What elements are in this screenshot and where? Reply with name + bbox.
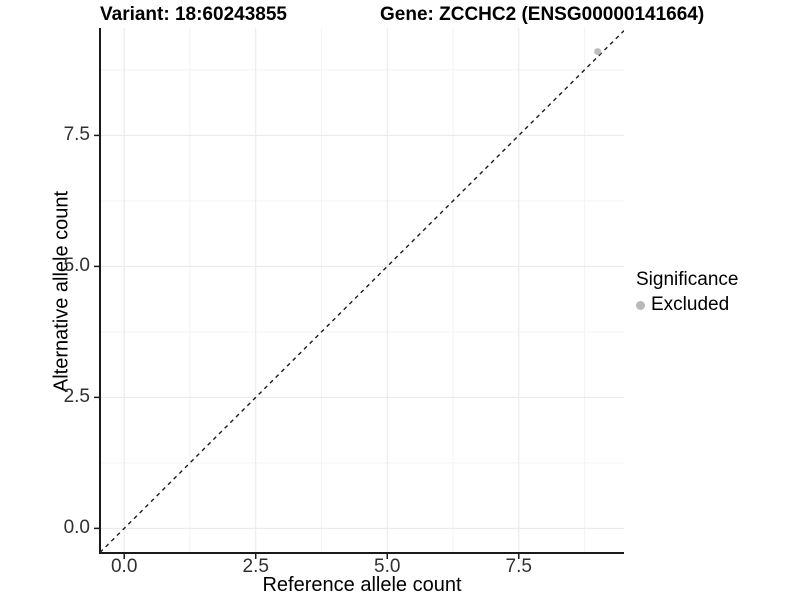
legend: Significance Excluded	[636, 269, 738, 316]
excluded-point-icon	[636, 300, 645, 310]
x-axis-title: Reference allele count	[262, 574, 462, 596]
x-tick-label: 0.0	[110, 556, 138, 577]
legend-title: Significance	[636, 269, 739, 290]
identity-dashed-line	[99, 30, 624, 553]
x-tick-label: 2.5	[242, 556, 269, 577]
x-tick-label: 7.5	[505, 556, 532, 577]
plot-panel	[94, 28, 624, 559]
y-axis-title: Alternative allele count	[50, 190, 73, 393]
legend-item-excluded: Excluded	[636, 294, 738, 316]
y-tick-label: 7.5	[63, 124, 90, 146]
y-tick-label: 0.0	[63, 517, 90, 539]
data-point-excluded	[594, 48, 602, 56]
legend-item-label: Excluded	[651, 294, 730, 315]
y-tick-label: 2.5	[63, 386, 90, 408]
x-tick-label: 5.0	[374, 556, 401, 577]
variant-title: Variant: 18:60243855	[100, 4, 287, 25]
gene-title: Gene: ZCCHC2 (ENSG00000141664)	[380, 4, 705, 25]
y-tick-label: 5.0	[63, 255, 90, 277]
